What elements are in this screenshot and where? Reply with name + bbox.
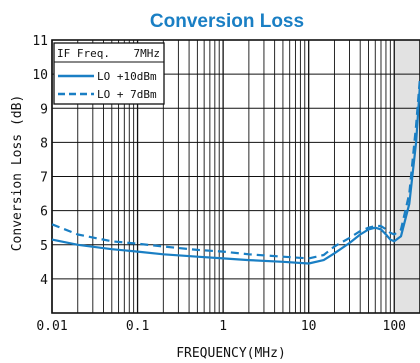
y-tick-label: 10: [32, 68, 48, 83]
series-line-1: [51, 84, 420, 265]
x-tick-label: 0.01: [36, 319, 67, 334]
legend-entry-2: LO + 7dBm: [97, 88, 157, 101]
y-tick-label: 8: [40, 136, 48, 151]
y-tick-label: 5: [40, 239, 48, 254]
legend-header-value: 7MHz: [134, 47, 161, 60]
plot-frame: [51, 39, 420, 314]
chart-title: Conversion Loss: [150, 11, 304, 32]
series-line-2: [51, 77, 420, 260]
legend-header: IF Freq.: [57, 47, 110, 60]
series-layer: [51, 77, 420, 265]
y-tick-label: 11: [32, 34, 48, 49]
x-tick-label: 0.1: [126, 319, 149, 334]
x-tick-label: 10: [301, 319, 317, 334]
x-axis-label: FREQUENCY(MHz): [176, 346, 286, 361]
legend-entry-1: LO +10dBm: [97, 70, 157, 83]
tick-labels: 0.01 0.1 1 10 100 4 5 6 7 8 9 10 11: [32, 34, 406, 334]
y-tick-label: 6: [40, 205, 48, 220]
y-tick-label: 7: [40, 171, 48, 186]
legend: IF Freq. 7MHz LO +10dBm LO + 7dBm: [53, 42, 165, 105]
y-tick-label: 4: [40, 273, 48, 288]
x-tick-label: 100: [383, 319, 406, 334]
y-tick-label: 9: [40, 102, 48, 117]
y-axis-label: Conversion Loss (dB): [10, 95, 25, 252]
x-tick-label: 1: [219, 319, 227, 334]
